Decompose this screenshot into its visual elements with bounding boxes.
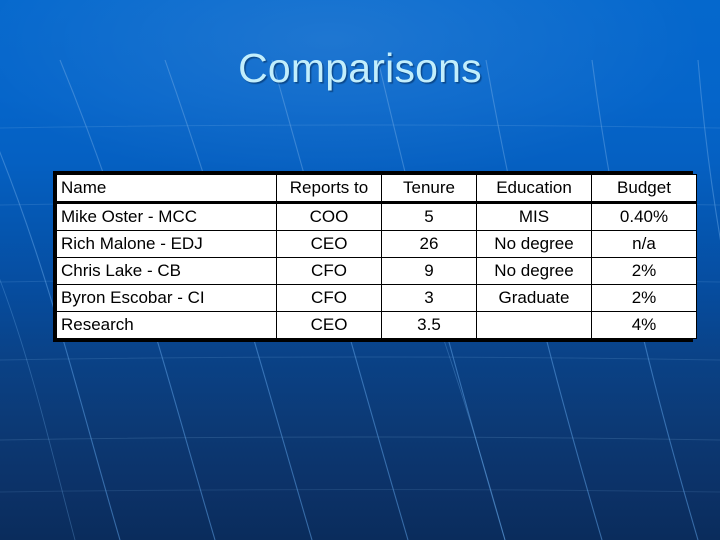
cell-tenure: 5	[381, 202, 477, 231]
cell-budget: 0.40%	[591, 202, 697, 231]
cell-name: Research	[56, 311, 277, 339]
table-header-row: Name Reports to Tenure Education Budget	[56, 174, 697, 204]
cell-tenure: 3	[381, 284, 477, 312]
cell-education: No degree	[476, 230, 592, 258]
column-header-education: Education	[476, 174, 592, 204]
table-row: Mike Oster - MCC COO 5 MIS 0.40%	[56, 202, 697, 231]
cell-reports-to: CEO	[276, 230, 382, 258]
cell-tenure: 9	[381, 257, 477, 285]
cell-reports-to: CFO	[276, 257, 382, 285]
cell-reports-to: CEO	[276, 311, 382, 339]
cell-tenure: 3.5	[381, 311, 477, 339]
table-row: Rich Malone - EDJ CEO 26 No degree n/a	[56, 230, 697, 258]
cell-budget: 2%	[591, 284, 697, 312]
cell-budget: 2%	[591, 257, 697, 285]
table-row: Chris Lake - CB CFO 9 No degree 2%	[56, 257, 697, 285]
column-header-tenure: Tenure	[381, 174, 477, 204]
page-title: Comparisons	[238, 45, 482, 91]
table-row: Research CEO 3.5 4%	[56, 311, 697, 339]
cell-budget: n/a	[591, 230, 697, 258]
table-row: Byron Escobar - CI CFO 3 Graduate 2%	[56, 284, 697, 312]
cell-education: MIS	[476, 202, 592, 231]
cell-tenure: 26	[381, 230, 477, 258]
comparison-table-container: Name Reports to Tenure Education Budget …	[53, 171, 697, 342]
cell-education: No degree	[476, 257, 592, 285]
cell-name: Rich Malone - EDJ	[56, 230, 277, 258]
cell-education: Graduate	[476, 284, 592, 312]
cell-name: Chris Lake - CB	[56, 257, 277, 285]
column-header-name: Name	[56, 174, 277, 204]
column-header-budget: Budget	[591, 174, 697, 204]
comparison-table: Name Reports to Tenure Education Budget …	[56, 174, 697, 339]
cell-reports-to: COO	[276, 202, 382, 231]
cell-education	[476, 311, 592, 339]
cell-reports-to: CFO	[276, 284, 382, 312]
cell-name: Byron Escobar - CI	[56, 284, 277, 312]
cell-budget: 4%	[591, 311, 697, 339]
column-header-reports-to: Reports to	[276, 174, 382, 204]
cell-name: Mike Oster - MCC	[56, 202, 277, 231]
